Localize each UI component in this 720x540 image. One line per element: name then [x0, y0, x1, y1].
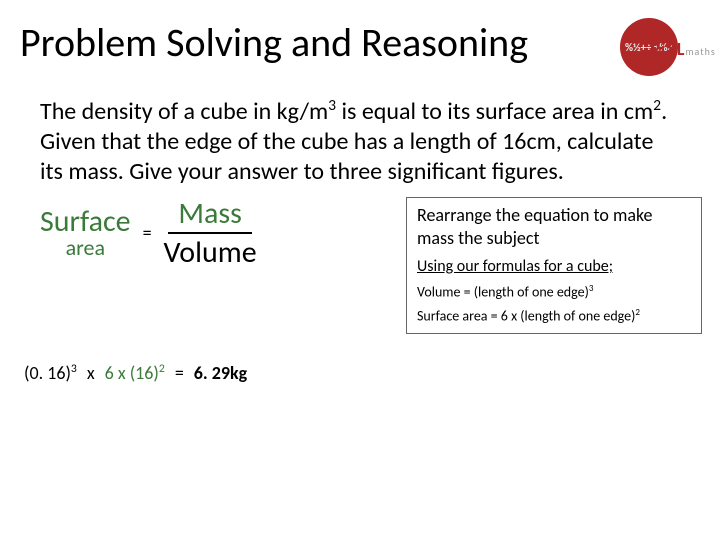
logo-label-text: PiXL: [650, 38, 686, 60]
hint-underline: Using our formulas for a cube;: [417, 257, 691, 277]
surface-formula-exp: 2: [635, 307, 640, 318]
volume-formula-exp: 3: [589, 283, 594, 294]
logo-sublabel: maths: [686, 45, 716, 58]
content-row: Surface area = Mass Volume Rearrange the…: [0, 187, 720, 334]
hint-box: Rearrange the equation to make mass the …: [406, 197, 702, 334]
surface-formula: Surface area = 6 x (length of one edge)2: [417, 307, 691, 325]
calculation-row: (0. 16)3 x 6 x (16)2 = 6. 29kg: [0, 334, 720, 384]
volume-formula-text: Volume = (length of one edge): [417, 284, 589, 301]
calc-eq: =: [175, 362, 184, 384]
surface-top: Surface: [40, 207, 131, 237]
surface-bot: area: [66, 237, 105, 259]
calc-a-exp: 3: [71, 362, 77, 376]
logo-label: PiXLmaths: [650, 38, 716, 60]
fraction-denominator: Volume: [164, 234, 257, 269]
problem-exp2: 2: [653, 96, 661, 115]
calc-b-base: 6 x (16): [105, 362, 159, 384]
calc-a-base: (0. 16): [24, 362, 71, 384]
volume-formula: Volume = (length of one edge)3: [417, 283, 691, 301]
problem-text: The density of a cube in kg/m3 is equal …: [0, 78, 720, 187]
calc-a: (0. 16)3: [24, 362, 77, 384]
page-title: Problem Solving and Reasoning: [20, 18, 528, 67]
calc-times1: x: [87, 362, 95, 384]
surface-formula-text: Surface area = 6 x (length of one edge): [417, 308, 635, 325]
problem-exp1: 3: [328, 96, 336, 115]
formula-block: Surface area = Mass Volume: [40, 197, 257, 269]
calc-b-exp: 2: [159, 362, 165, 376]
problem-l2: is equal to its surface area in cm: [336, 97, 653, 126]
problem-l1: The density of a cube in kg/m: [40, 97, 328, 126]
calc-b: 6 x (16)2: [105, 362, 165, 384]
logo: %½+÷ ±%× PiXLmaths: [620, 18, 700, 78]
equals-sign: =: [143, 222, 152, 244]
calc-answer: 6. 29kg: [194, 362, 247, 384]
fraction-numerator: Mass: [168, 197, 252, 234]
surface-area-label: Surface area: [40, 207, 131, 259]
hint-text: Rearrange the equation to make mass the …: [417, 204, 691, 249]
fraction: Mass Volume: [164, 197, 257, 269]
